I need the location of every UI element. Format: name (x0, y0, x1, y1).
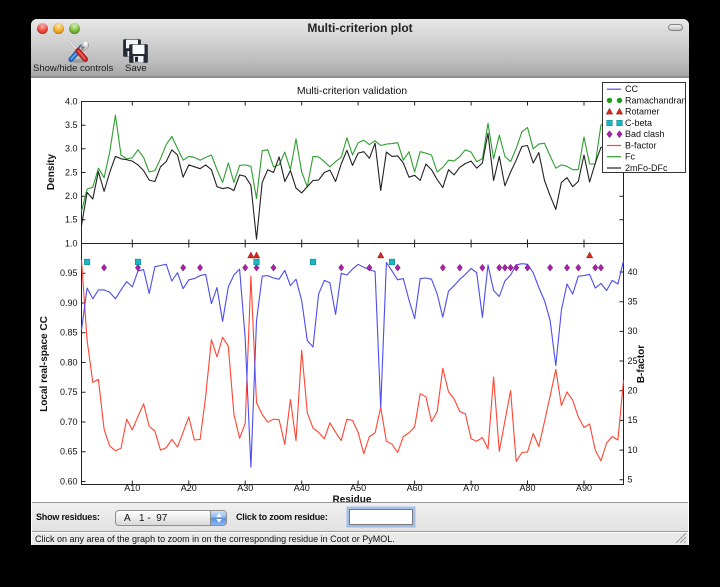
svg-text:20: 20 (628, 386, 638, 396)
svg-text:A90: A90 (576, 483, 592, 493)
svg-text:0.60: 0.60 (60, 476, 78, 486)
svg-text:Rotamer: Rotamer (625, 107, 660, 117)
svg-text:2.0: 2.0 (65, 191, 78, 201)
svg-text:A20: A20 (181, 483, 197, 493)
svg-text:15: 15 (628, 415, 638, 425)
svg-text:1.0: 1.0 (65, 238, 78, 248)
svg-text:CC: CC (625, 84, 638, 94)
svg-text:5: 5 (628, 475, 633, 485)
svg-text:Density: Density (46, 154, 57, 191)
svg-text:4.0: 4.0 (65, 96, 78, 106)
svg-text:0.65: 0.65 (60, 447, 78, 457)
svg-text:Ramachandran: Ramachandran (625, 95, 687, 105)
svg-text:2.5: 2.5 (65, 167, 78, 177)
svg-text:A70: A70 (463, 483, 479, 493)
svg-text:B-factor: B-factor (636, 345, 647, 383)
svg-text:0.75: 0.75 (60, 387, 78, 397)
svg-text:A60: A60 (407, 483, 423, 493)
svg-text:A50: A50 (350, 483, 366, 493)
svg-text:0.85: 0.85 (60, 328, 78, 338)
svg-text:A10: A10 (124, 483, 140, 493)
svg-text:1.5: 1.5 (65, 215, 78, 225)
svg-text:25: 25 (628, 356, 638, 366)
svg-text:3.0: 3.0 (65, 144, 78, 154)
svg-text:0.70: 0.70 (60, 417, 78, 427)
svg-text:A80: A80 (519, 483, 535, 493)
svg-text:B-factor: B-factor (625, 141, 657, 151)
svg-text:Fc: Fc (625, 152, 635, 162)
svg-text:A40: A40 (294, 483, 310, 493)
svg-text:Residue: Residue (333, 495, 372, 503)
svg-text:0.90: 0.90 (60, 298, 78, 308)
svg-text:Bad clash: Bad clash (625, 129, 665, 139)
svg-text:40: 40 (628, 267, 638, 277)
svg-text:35: 35 (628, 297, 638, 307)
svg-text:A30: A30 (237, 483, 253, 493)
svg-text:2mFo-DFc: 2mFo-DFc (625, 163, 668, 173)
svg-text:3.5: 3.5 (65, 120, 78, 130)
svg-text:0.80: 0.80 (60, 357, 78, 367)
svg-text:30: 30 (628, 326, 638, 336)
svg-text:10: 10 (628, 445, 638, 455)
svg-text:0.95: 0.95 (60, 268, 78, 278)
svg-text:C-beta: C-beta (625, 118, 652, 128)
svg-text:Local real-space CC: Local real-space CC (39, 316, 50, 412)
svg-text:Multi-criterion validation: Multi-criterion validation (297, 85, 407, 97)
